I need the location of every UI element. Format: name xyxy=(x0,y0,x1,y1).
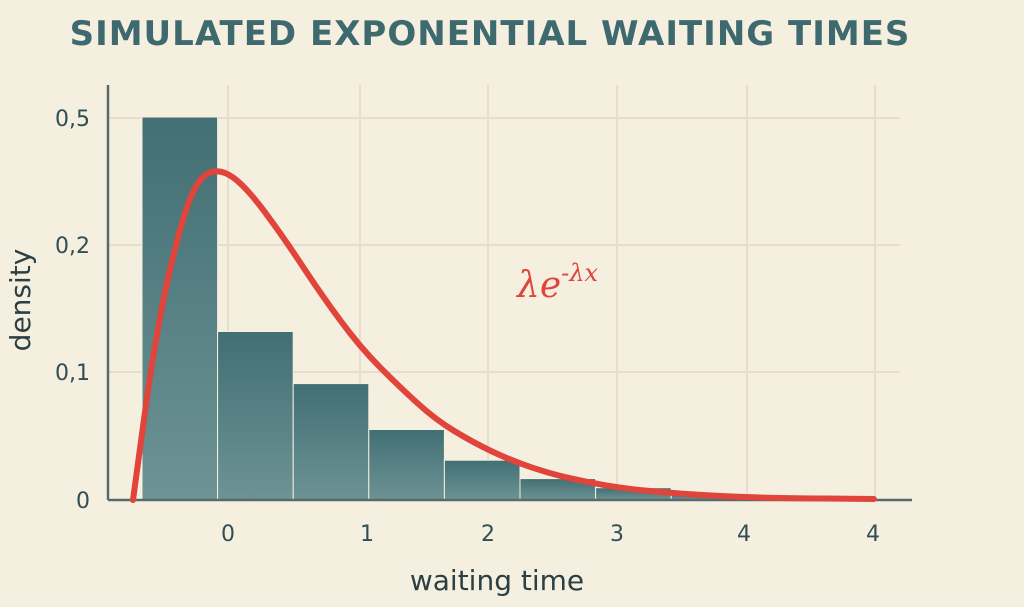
curve-formula-base: λe xyxy=(515,265,561,306)
y-axis-label: density xyxy=(4,249,37,352)
curve-formula-label: λe-λx xyxy=(515,259,598,306)
histogram-bar xyxy=(141,116,219,501)
histogram-bar xyxy=(217,331,294,501)
curve-formula-exponent: -λx xyxy=(561,259,598,287)
density-curve xyxy=(130,168,877,503)
x-tick-label: 2 xyxy=(481,522,495,547)
histogram-bar xyxy=(443,459,521,501)
x-tick-label: 1 xyxy=(360,522,374,547)
x-tick-label: 4 xyxy=(866,522,880,547)
histogram-bar xyxy=(292,383,370,501)
y-tick-label: 0,2 xyxy=(55,234,90,259)
x-axis-label: waiting time xyxy=(410,564,584,597)
histogram-bar xyxy=(368,429,445,501)
histogram-bars xyxy=(141,116,823,501)
x-tick-labels: 0 1 2 3 4 4 xyxy=(221,522,880,547)
x-tick-label: 3 xyxy=(610,522,624,547)
x-tick-label: 4 xyxy=(737,522,751,547)
chart-title: SIMULATED EXPONENTIAL WAITING TIMES xyxy=(70,14,911,54)
density-curve-group xyxy=(130,168,877,503)
y-tick-label: 0,5 xyxy=(55,107,90,132)
y-tick-label: 0 xyxy=(76,489,90,514)
y-tick-labels: 0 0,1 0,2 0,5 xyxy=(55,107,90,514)
y-tick-label: 0,1 xyxy=(55,361,90,386)
x-tick-label: 0 xyxy=(221,522,235,547)
